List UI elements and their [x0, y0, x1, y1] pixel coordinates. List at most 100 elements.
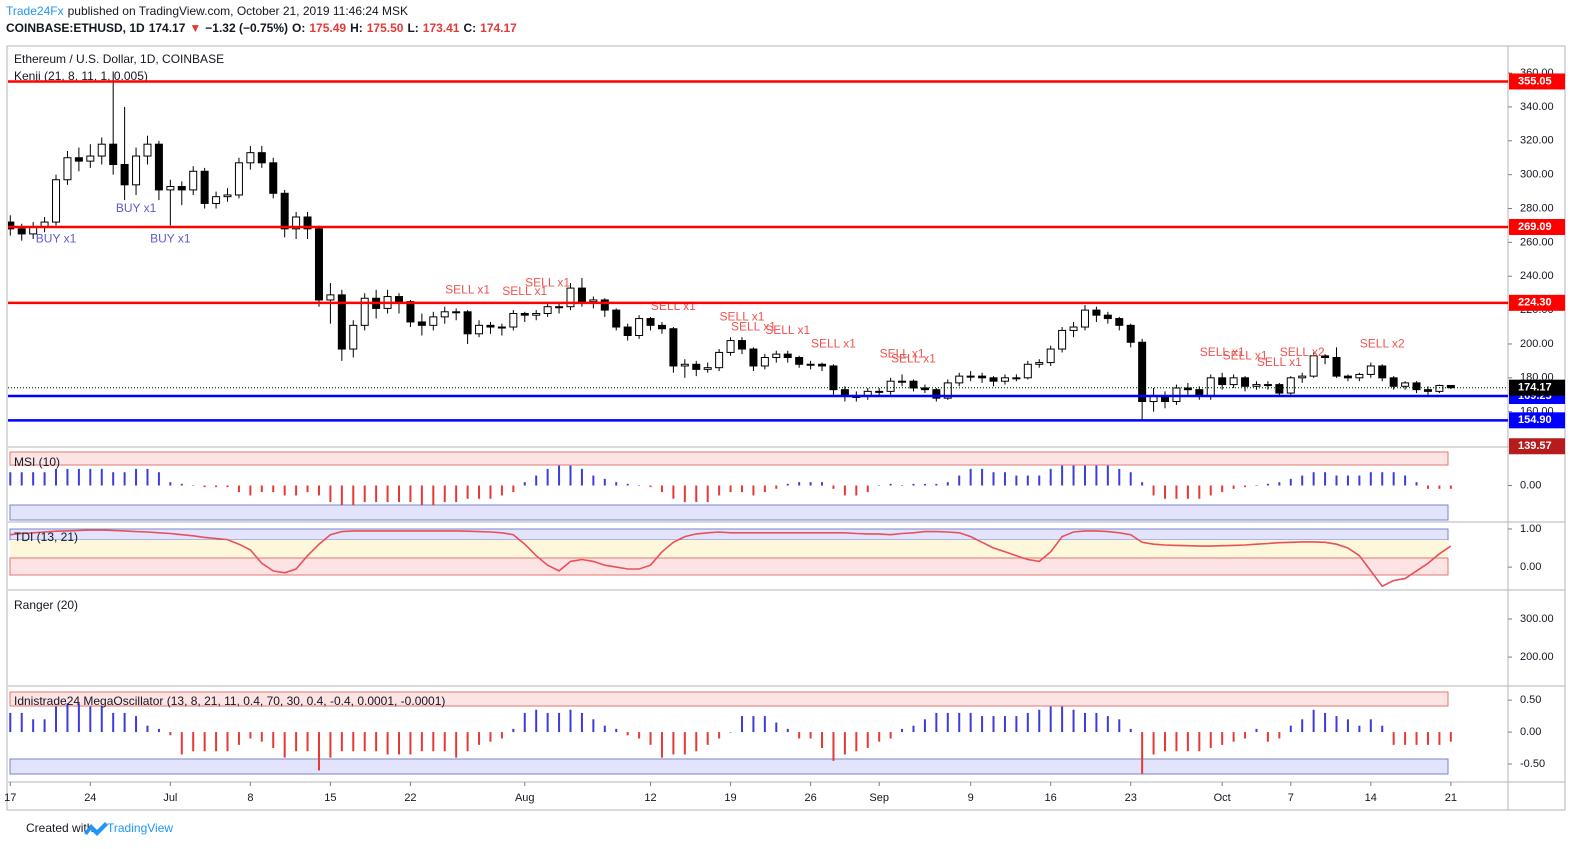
histogram-bar — [1358, 725, 1361, 733]
histogram-bar — [9, 712, 12, 733]
histogram-bar — [798, 482, 801, 486]
candle-body — [314, 228, 323, 301]
header-piece: Trade24Fx — [6, 4, 64, 18]
sell-signal: SELL x1 — [720, 309, 765, 323]
histogram-bar — [981, 468, 984, 486]
histogram-bar — [535, 709, 538, 733]
sell-signal: SELL x1 — [891, 352, 936, 366]
candle-body — [1035, 362, 1044, 365]
candle-body — [292, 216, 301, 230]
price-tag-label: 139.57 — [1518, 440, 1552, 452]
histogram-bar — [912, 483, 915, 486]
histogram-bar — [432, 485, 435, 506]
candle-body — [1332, 357, 1341, 377]
histogram-bar — [740, 716, 743, 733]
candle-body — [429, 316, 438, 326]
histogram-bar — [958, 475, 961, 486]
histogram-bar — [729, 485, 732, 493]
histogram-bar — [683, 485, 686, 503]
x-tick-label: 22 — [404, 792, 416, 804]
histogram-bar — [1426, 485, 1429, 489]
candle-body — [1138, 341, 1147, 403]
histogram-bar — [660, 485, 663, 493]
histogram-bar — [923, 719, 926, 733]
candle-body — [1103, 314, 1112, 320]
sell-signal: SELL x1 — [731, 320, 776, 334]
histogram-bar — [592, 475, 595, 486]
candle-body — [829, 365, 838, 391]
y-tick-label: 200.00 — [1520, 338, 1554, 350]
histogram-bar — [1392, 472, 1395, 486]
price-tag — [1509, 294, 1565, 311]
histogram-bar — [283, 732, 286, 758]
sell-signal: SELL x1 — [525, 276, 570, 290]
histogram-bar — [672, 732, 675, 755]
y-tick-label: 260.00 — [1520, 236, 1554, 248]
histogram-bar — [1232, 732, 1235, 742]
histogram-bar — [626, 483, 629, 486]
price-tag-label: 154.90 — [1518, 414, 1552, 426]
histogram-bar — [1278, 482, 1281, 486]
histogram-bar — [866, 485, 869, 493]
candle-body — [509, 312, 518, 328]
histogram-bar — [1198, 732, 1201, 752]
candle-body — [326, 294, 335, 301]
x-tick-label: 16 — [1045, 792, 1057, 804]
candle-body — [1218, 377, 1227, 386]
candle-body — [875, 390, 884, 393]
histogram-bar — [523, 712, 526, 733]
histogram-bar — [855, 485, 858, 496]
histogram-bar — [157, 472, 160, 486]
candle-body — [932, 389, 941, 399]
histogram-bar — [432, 732, 435, 752]
histogram-bar — [1346, 719, 1349, 733]
histogram-bar — [272, 732, 275, 749]
candle-body — [349, 324, 358, 350]
header-piece: 174.17 — [149, 21, 186, 35]
histogram-bar — [489, 732, 492, 742]
candle-body — [234, 162, 243, 196]
histogram-bar — [798, 732, 801, 739]
candle-body — [17, 228, 26, 235]
histogram-bar — [1141, 482, 1144, 486]
y-tick-label: 200.00 — [1520, 651, 1554, 663]
x-tick-label: 19 — [724, 792, 736, 804]
histogram-bar — [9, 472, 12, 486]
panel-title: MSI (10) — [14, 455, 60, 469]
histogram-bar — [443, 485, 446, 503]
histogram-bar — [626, 732, 629, 736]
header-piece: O: — [292, 21, 305, 35]
band — [9, 691, 1449, 707]
histogram-bar — [786, 483, 789, 486]
candles: Ethereum / U.S. Dollar, 1D, COINBASE Kenj… — [8, 52, 1508, 422]
histogram-bar — [295, 485, 298, 496]
histogram-bar — [901, 485, 904, 486]
candle-body — [1069, 326, 1078, 331]
histogram-bar — [1244, 732, 1247, 739]
histogram-bar — [1095, 712, 1098, 733]
y-tick-label: 0.50 — [1520, 694, 1541, 706]
histogram-bar — [1369, 472, 1372, 486]
band — [9, 504, 1449, 521]
candle-body — [1126, 324, 1135, 343]
histogram-bar — [1449, 485, 1452, 489]
histogram-bar — [843, 732, 846, 755]
histogram-bar — [386, 732, 389, 755]
price-tag — [1509, 438, 1565, 455]
header-piece: 175.50 — [367, 21, 404, 35]
histogram-bar — [1118, 468, 1121, 486]
histogram-bar — [1129, 728, 1132, 733]
histogram-bar — [603, 478, 606, 486]
histogram-bar — [1175, 732, 1178, 752]
histogram-bar — [546, 468, 549, 486]
histogram-bar — [1404, 475, 1407, 486]
candle-body — [749, 348, 758, 367]
histogram-bar — [203, 732, 206, 752]
band — [9, 528, 1449, 541]
header-piece: COINBASE:ETHUSD, 1D — [6, 21, 145, 35]
histogram-bar — [112, 472, 115, 486]
histogram-bar — [66, 703, 69, 733]
histogram-bar — [455, 485, 458, 503]
candle-body — [898, 380, 907, 383]
histogram-bar — [1369, 719, 1372, 733]
